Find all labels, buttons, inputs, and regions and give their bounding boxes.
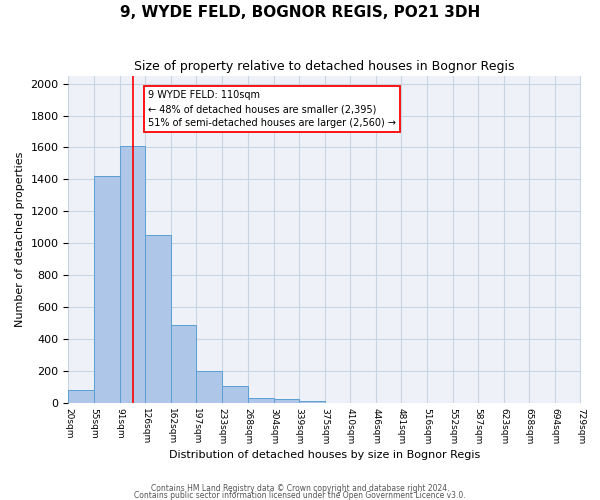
Title: Size of property relative to detached houses in Bognor Regis: Size of property relative to detached ho…	[134, 60, 515, 73]
Bar	[94, 176, 119, 403]
Bar	[145, 236, 171, 403]
Text: Contains HM Land Registry data © Crown copyright and database right 2024.: Contains HM Land Registry data © Crown c…	[151, 484, 449, 493]
Text: 9, WYDE FELD, BOGNOR REGIS, PO21 3DH: 9, WYDE FELD, BOGNOR REGIS, PO21 3DH	[120, 5, 480, 20]
Bar	[222, 386, 248, 403]
Bar	[68, 390, 94, 403]
Text: Contains public sector information licensed under the Open Government Licence v3: Contains public sector information licen…	[134, 490, 466, 500]
Bar	[274, 399, 299, 403]
Bar	[171, 325, 196, 403]
X-axis label: Distribution of detached houses by size in Bognor Regis: Distribution of detached houses by size …	[169, 450, 480, 460]
Text: 9 WYDE FELD: 110sqm
← 48% of detached houses are smaller (2,395)
51% of semi-det: 9 WYDE FELD: 110sqm ← 48% of detached ho…	[148, 90, 396, 128]
Bar	[248, 398, 274, 403]
Bar	[299, 401, 325, 403]
Bar	[196, 371, 222, 403]
Bar	[119, 146, 145, 403]
Y-axis label: Number of detached properties: Number of detached properties	[15, 152, 25, 327]
